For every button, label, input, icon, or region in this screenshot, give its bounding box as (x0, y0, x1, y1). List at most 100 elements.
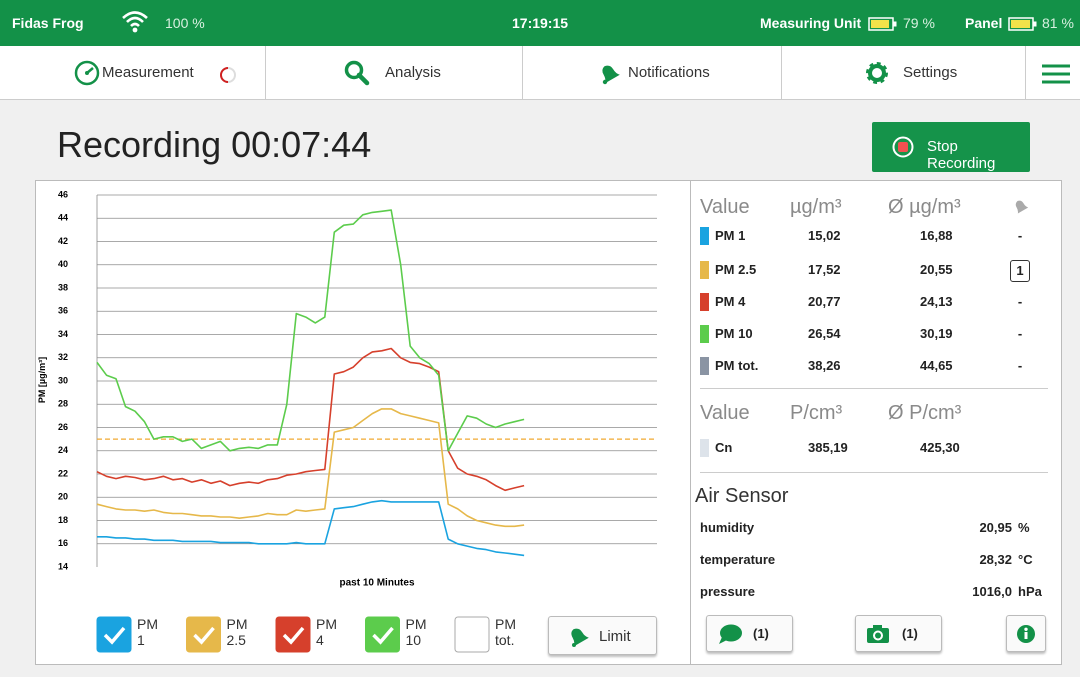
bell-icon (571, 628, 589, 647)
gauge-icon (74, 60, 100, 86)
comments-button[interactable]: (1) (706, 615, 793, 652)
clock: 17:19:15 (512, 15, 569, 31)
photos-count: (1) (902, 626, 918, 641)
row-average: 24,13 (920, 294, 953, 309)
sensor-unit: °C (1018, 552, 1033, 567)
y-tick-label: 16 (58, 538, 68, 548)
y-tick-label: 24 (58, 445, 68, 455)
y-tick-label: 32 (58, 352, 68, 362)
limit-label: Limit (599, 628, 631, 645)
comment-icon (719, 624, 742, 644)
row-average: 425,30 (920, 440, 960, 455)
column-header: Value (700, 196, 750, 218)
bell-icon (602, 65, 620, 85)
check-mark (193, 626, 215, 645)
row-alarm: 1 (1010, 260, 1030, 282)
measuring-unit-battery: 79 % (903, 15, 935, 31)
chart: PM [µg/m³] past 10 Minutes 14 16 18 20 22 24 2… (37, 189, 657, 653)
recording-title: Recording 00:07:44 (57, 124, 372, 165)
row-name: PM tot. (715, 358, 759, 373)
row-name: PM 2.5 (715, 262, 757, 277)
tab-measurement[interactable]: Measurement (102, 64, 194, 81)
stop-recording-label: Stop Recording (927, 138, 996, 172)
check-mark (103, 626, 126, 645)
sensor-name: temperature (700, 552, 776, 567)
y-axis-label: PM [µg/m³] (37, 357, 47, 403)
limit-button[interactable]: Limit (548, 616, 657, 655)
sensor-name: humidity (700, 520, 755, 535)
series-checkbox[interactable] (454, 616, 490, 653)
row-value: 20,77 (808, 294, 841, 309)
color-swatch (700, 293, 709, 311)
series-line (97, 499, 525, 557)
series-checkbox[interactable] (275, 616, 311, 653)
row-name: PM 1 (715, 228, 746, 243)
sensor-value: 1016,0 (972, 584, 1012, 599)
row-alarm: - (1017, 358, 1023, 373)
plot: PM [µg/m³] past 10 Minutes 14 16 18 20 22 24 2… (37, 189, 657, 653)
check-mark (282, 626, 305, 645)
row-average: 30,19 (920, 326, 953, 341)
comments-count: (1) (753, 626, 769, 641)
row-value: 26,54 (808, 326, 841, 341)
legend-label: PM tot. (495, 616, 516, 648)
menu-button[interactable] (1041, 63, 1071, 85)
y-tick-label: 34 (58, 329, 68, 339)
battery-icon (1008, 17, 1037, 31)
color-swatch (700, 227, 709, 245)
values-panel (690, 180, 1062, 665)
legend-label: PM 10 (405, 616, 427, 648)
color-swatch (700, 439, 709, 457)
nav-bar: Measurement Analysis Notifications Setti… (0, 46, 1080, 100)
separator (700, 472, 1048, 473)
search-icon (344, 60, 370, 86)
row-name: Cn (715, 440, 733, 455)
busy-indicator (220, 67, 236, 83)
y-tick-label: 22 (58, 468, 68, 478)
y-tick-label: 44 (58, 213, 68, 223)
panel-battery: 81 % (1042, 15, 1074, 31)
row-value: 38,26 (808, 358, 841, 373)
tab-notifications[interactable]: Notifications (628, 64, 710, 81)
info-button[interactable] (1006, 615, 1046, 652)
panel-label: Panel (965, 15, 1003, 31)
row-name: PM 10 (715, 326, 753, 341)
column-header: µg/m³ (790, 196, 842, 218)
y-tick-label: 40 (58, 259, 68, 269)
row-alarm: - (1017, 228, 1023, 243)
series-checkbox[interactable] (186, 616, 221, 653)
alarm-column-icon (1015, 200, 1029, 214)
photos-button[interactable]: (1) (855, 615, 942, 652)
column-header: Value (700, 402, 750, 424)
color-swatch (700, 325, 709, 343)
measuring-unit-label: Measuring Unit (760, 15, 862, 31)
tab-divider (1025, 46, 1026, 99)
legend-label: PM 1 (137, 616, 158, 648)
stop-recording-button[interactable]: Stop Recording (872, 122, 1030, 172)
y-tick-label: 28 (58, 399, 68, 409)
series-checkbox[interactable] (96, 616, 132, 653)
legend-label: PM 4 (316, 616, 337, 648)
row-alarm: - (1017, 294, 1023, 309)
row-name: PM 4 (715, 294, 746, 309)
series-line (96, 347, 525, 492)
status-bar: Fidas Frog 100 % 17:19:15 Measuring Unit… (0, 0, 1080, 46)
camera-icon (867, 625, 889, 643)
check-mark (372, 626, 394, 645)
y-tick-label: 46 (58, 189, 68, 199)
y-tick-label: 36 (58, 306, 68, 316)
column-header: Ø µg/m³ (888, 196, 961, 218)
row-value: 17,52 (808, 262, 841, 277)
sensor-unit: % (1018, 520, 1030, 535)
series-checkbox[interactable] (365, 616, 400, 653)
tab-analysis[interactable]: Analysis (385, 64, 441, 81)
app-name: Fidas Frog (12, 15, 84, 31)
row-average: 44,65 (920, 358, 953, 373)
series-line (96, 408, 525, 528)
tab-divider (265, 46, 266, 99)
color-swatch (700, 357, 709, 375)
tab-settings[interactable]: Settings (903, 64, 958, 81)
row-value: 15,02 (808, 228, 841, 243)
y-tick-label: 14 (58, 561, 68, 571)
